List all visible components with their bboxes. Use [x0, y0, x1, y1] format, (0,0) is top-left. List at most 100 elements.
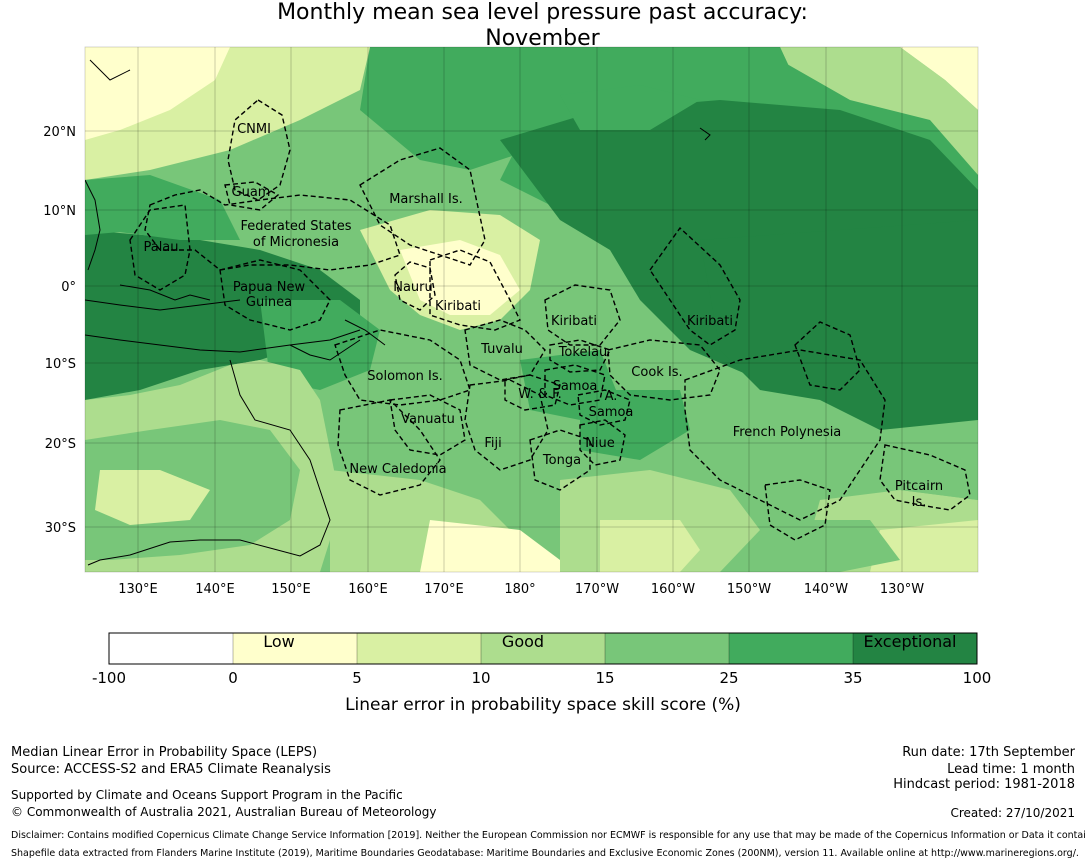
eez-kiribati-central [544, 284, 621, 346]
eez-png [219, 259, 331, 331]
lead-time: Lead time: 1 month [947, 762, 1075, 777]
colorbar: Low Good Exceptional -100 0 5 10 15 25 3… [92, 632, 991, 715]
colorbar-axis-label: Linear error in probability space skill … [345, 695, 741, 715]
lon-tick: 150°W [727, 582, 771, 597]
region-label-pitcairn-1: Pitcairn [895, 479, 943, 494]
colorbar-segment [729, 633, 853, 664]
colorbar-segment [233, 633, 357, 664]
region-label-fsm-2: of Micronesia [253, 235, 339, 250]
lat-tick: 0° [61, 280, 76, 295]
colorbar-tick: 10 [471, 669, 490, 687]
region-label-palau: Palau [143, 240, 178, 255]
region-label-kiribati-central: Kiribati [551, 314, 597, 329]
region-label-png-1: Papua New [233, 280, 306, 295]
eez-cnmi [227, 99, 291, 201]
region-label-guam: Guam [232, 185, 271, 200]
lon-tick: 160°W [651, 582, 695, 597]
colorbar-tick: 5 [352, 669, 362, 687]
region-label-fsm-1: Federated States [241, 219, 352, 234]
eez-tuvalu [464, 319, 546, 381]
eez-marshall [359, 147, 486, 266]
region-label-tonga: Tonga [542, 453, 581, 468]
region-label-png-2: Guinea [246, 295, 292, 310]
region-label-new-caledonia: New Caledonia [349, 462, 446, 477]
lon-tick: 140°E [195, 582, 235, 597]
lon-tick: 170°W [575, 582, 619, 597]
region-label-am-samoa-2: Samoa [589, 405, 634, 420]
colorbar-tick: 35 [843, 669, 862, 687]
lon-tick: 160°E [348, 582, 388, 597]
eez-french-polynesia [684, 349, 886, 521]
eez-kiribati-west [429, 249, 521, 331]
region-label-am-samoa-1: A. [605, 389, 618, 404]
eez-pitcairn [879, 444, 971, 511]
colorbar-tick: 15 [595, 669, 614, 687]
region-label-kiribati-east: Kiribati [687, 314, 733, 329]
region-label-nauru: Nauru [393, 280, 433, 295]
leps-method-line: Median Linear Error in Probability Space… [11, 745, 318, 760]
map-gridlines [85, 47, 978, 572]
region-label-samoa: Samoa [553, 379, 598, 394]
eez-vanuatu [389, 394, 466, 456]
eez-palau [129, 204, 191, 291]
hindcast-period: Hindcast period: 1981-2018 [893, 777, 1075, 792]
region-labels: CNMI Guam Marshall Is. Federated States … [143, 122, 943, 510]
colorbar-category-low: Low [263, 632, 295, 651]
region-label-tokelau: Tokelau [558, 345, 608, 360]
eez-austral [764, 479, 831, 541]
lon-tick: 130°E [118, 582, 158, 597]
region-label-marshall: Marshall Is. [389, 192, 463, 207]
region-label-solomon: Solomon Is. [367, 369, 443, 384]
region-label-cnmi: CNMI [237, 122, 271, 137]
colorbar-segment [853, 633, 977, 664]
lat-tick: 20°S [45, 437, 76, 452]
lat-tick: 20°N [43, 125, 76, 140]
eez-fsm [144, 189, 401, 271]
lon-tick: 150°E [271, 582, 311, 597]
region-label-cook: Cook Is. [631, 365, 682, 380]
colorbar-category-exceptional: Exceptional [864, 632, 957, 651]
eez-wallis [504, 374, 561, 411]
eez-fiji [464, 379, 549, 471]
region-label-kiribati-west: Kiribati [435, 299, 481, 314]
disclaimer-line: Disclaimer: Contains modified Copernicus… [11, 830, 1085, 841]
region-label-wallis: W. & F. [518, 387, 561, 402]
eez-marquesas [794, 321, 861, 391]
lon-tick: 170°E [424, 582, 464, 597]
region-label-french-polynesia: French Polynesia [733, 425, 842, 440]
lon-tick: 140°W [804, 582, 848, 597]
region-label-vanuatu: Vanuatu [401, 412, 455, 427]
chart-title-line2: November [485, 26, 600, 51]
region-label-tuvalu: Tuvalu [480, 342, 523, 357]
created-date: Created: 27/10/2021 [950, 806, 1075, 820]
eez-solomon [334, 329, 471, 406]
region-label-niue: Niue [585, 436, 615, 451]
eez-american-samoa [577, 389, 631, 426]
map-field [85, 47, 978, 572]
eez-new-caledonia [337, 399, 441, 496]
eez-boundaries [129, 99, 971, 541]
colorbar-tick: 100 [963, 669, 992, 687]
colorbar-tick: 25 [719, 669, 738, 687]
lon-tick: 130°W [880, 582, 924, 597]
colorbar-segment [481, 633, 605, 664]
data-source-line: Source: ACCESS-S2 and ERA5 Climate Reana… [11, 762, 331, 777]
support-line: Supported by Climate and Oceans Support … [11, 788, 403, 802]
lat-tick-labels: 20°N 10°N 0° 10°S 20°S 30°S [43, 125, 76, 536]
eez-kiribati-east [649, 226, 741, 346]
copyright-line: © Commonwealth of Australia 2021, Austra… [11, 805, 437, 819]
eez-tonga [529, 429, 591, 491]
colorbar-segment [109, 633, 233, 664]
eez-tokelau [549, 339, 611, 373]
lat-tick: 30°S [45, 521, 76, 536]
shapefile-credit-line: Shapefile data extracted from Flanders M… [11, 848, 1079, 859]
region-label-pitcairn-2: Is. [912, 495, 927, 510]
eez-niue [579, 419, 626, 466]
colorbar-tick: -100 [92, 669, 126, 687]
colorbar-frame [108, 632, 978, 665]
colorbar-segment [605, 633, 729, 664]
eez-nauru [394, 261, 436, 311]
map-figure: 130°E 140°E 150°E 160°E 170°E 180° 170°W… [43, 46, 991, 715]
map-frame [84, 46, 979, 573]
lon-tick: 180° [504, 582, 535, 597]
